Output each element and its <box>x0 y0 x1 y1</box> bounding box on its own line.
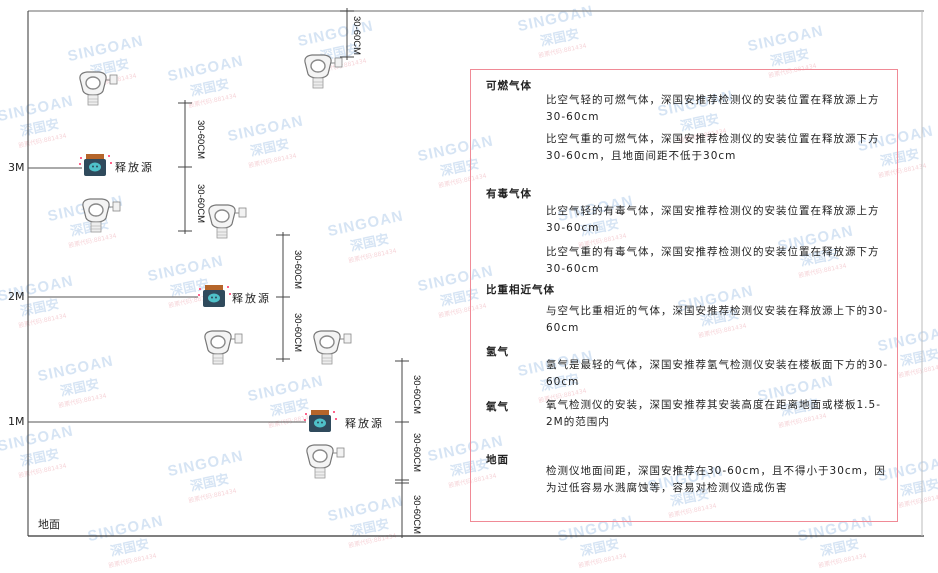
installation-guide-box: 可燃气体 比空气轻的可燃气体，深国安推荐检测仪的安装位置在释放源上方30-60c… <box>470 69 898 522</box>
gas-detector-icon <box>204 330 243 365</box>
source-label: 释放源 <box>232 292 271 305</box>
gas-detector-icon <box>82 198 121 233</box>
gas-detector-icon <box>313 330 352 365</box>
section-heading-hydrogen: 氢气 <box>486 346 509 358</box>
height-label-2m: 2M <box>8 290 25 303</box>
dimension-label: 30-60CM <box>195 120 206 160</box>
height-label-3m: 3M <box>8 161 25 174</box>
section-paragraph: 与空气比重相近的气体，深国安推荐检测仪安装在释放源上下的30-60cm <box>546 305 889 334</box>
dimension-label: 30-60CM <box>411 375 422 415</box>
release-source-icon <box>198 285 231 307</box>
section-paragraph: 检测仪地面间距，深国安推荐在30-60cm，且不得小于30cm，因为过低容易水溅… <box>546 465 886 494</box>
section-heading-combustible: 可燃气体 <box>486 80 532 92</box>
height-label-1m: 1M <box>8 415 25 428</box>
section-heading-toxic: 有毒气体 <box>486 188 532 200</box>
section-paragraph: 比空气轻的可燃气体，深国安推荐检测仪的安装位置在释放源上方30-60cm <box>546 94 880 123</box>
dimension-lines <box>178 8 409 538</box>
section-paragraph: 氧气检测仪的安装，深国安推荐其安装高度在距离地面或楼板1.5-2M的范围内 <box>546 399 881 428</box>
dimension-label: 30-60CM <box>411 433 422 473</box>
section-heading-ground: 地面 <box>486 454 509 466</box>
source-label: 释放源 <box>345 417 384 430</box>
dimension-label: 30-60CM <box>292 313 303 353</box>
dimension-label: 30-60CM <box>351 16 362 56</box>
section-paragraph: 比空气重的可燃气体，深国安推荐检测仪的安装位置在释放源下方30-60cm，且地面… <box>546 133 880 162</box>
section-heading-oxygen: 氧气 <box>486 401 509 413</box>
gas-detector-icon <box>304 54 343 89</box>
section-paragraph: 比空气轻的有毒气体，深国安推荐检测仪的安装位置在释放源上方30-60cm <box>546 205 880 234</box>
gas-detector-icon <box>208 204 247 239</box>
section-heading-similar-density: 比重相近气体 <box>486 284 555 296</box>
source-label: 释放源 <box>115 161 154 174</box>
dimension-label: 30-60CM <box>411 495 422 535</box>
dimension-label: 30-60CM <box>292 250 303 290</box>
section-paragraph: 比空气重的有毒气体，深国安推荐检测仪的安装位置在释放源下方30-60cm <box>546 246 880 275</box>
dimension-label: 30-60CM <box>195 184 206 224</box>
section-paragraph: 氢气是最轻的气体，深国安推荐氢气检测仪安装在楼板面下方的30-60cm <box>546 359 889 388</box>
gas-detector-icon <box>79 71 118 106</box>
release-source-icon <box>79 154 112 176</box>
release-source-icon <box>304 410 337 432</box>
installation-diagram <box>27 8 924 538</box>
ground-label: 地面 <box>38 518 60 531</box>
gas-detector-icon <box>306 444 345 479</box>
